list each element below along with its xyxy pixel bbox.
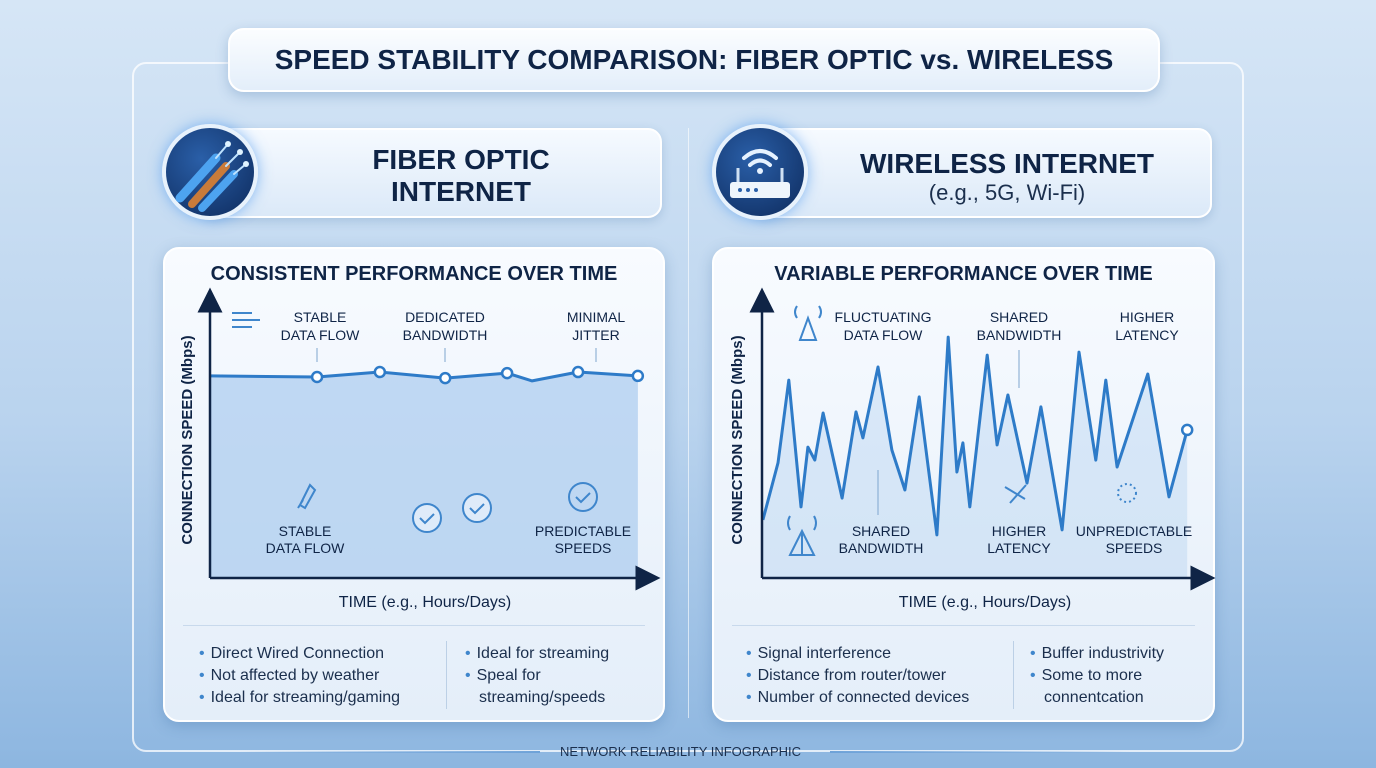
divider [183, 625, 645, 626]
bullet: Buffer industrivity [1030, 643, 1164, 665]
bullet: Not affected by weather [199, 665, 400, 687]
bullet-cont: connentcation [1044, 689, 1144, 706]
annotation: SHARED [990, 309, 1048, 325]
annotation: MINIMAL [567, 309, 626, 325]
data-point [373, 365, 387, 379]
fiber-title-1: FIBER OPTIC [372, 144, 550, 175]
annotation: JITTER [572, 327, 619, 343]
annotation: FLUCTUATING [835, 309, 932, 325]
wireless-bullets-right: Buffer industrivity Some to more connent… [1030, 643, 1164, 709]
annotation: DATA FLOW [844, 327, 924, 343]
bullet: Signal interference [746, 643, 969, 665]
x-axis-label: TIME (e.g., Hours/Days) [339, 594, 511, 611]
fiber-chart-title: CONSISTENT PERFORMANCE OVER TIME [210, 263, 618, 285]
fiber-bullets-right: Ideal for streaming Speal for streaming/… [465, 643, 610, 709]
bullet-cont: streaming/speeds [479, 689, 606, 706]
bullet: Ideal for streaming/gaming [199, 687, 400, 709]
annotation: SHARED [852, 523, 910, 539]
data-flow-icon [232, 312, 260, 328]
footer-line [830, 751, 1130, 753]
area-fill [762, 337, 1188, 577]
annotation: HIGHER [1120, 309, 1174, 325]
y-axis-label: CONNECTION SPEED (Mbps) [179, 335, 196, 544]
y-axis-label: CONNECTION SPEED (Mbps) [729, 335, 746, 544]
series-line [209, 370, 638, 383]
fiber-bullets-left: Direct Wired Connection Not affected by … [199, 643, 400, 709]
annotation: LATENCY [1115, 327, 1179, 343]
check-icon [462, 493, 492, 523]
wireless-chart [749, 287, 1216, 591]
annotation: DATA FLOW [281, 327, 361, 343]
x-axis-label: TIME (e.g., Hours/Days) [899, 594, 1071, 611]
check-icon-mark [419, 513, 435, 525]
annotation: SPEEDS [1106, 540, 1163, 556]
data-point [1180, 423, 1194, 437]
fiber-title-2: INTERNET [391, 176, 531, 207]
annotation: DEDICATED [405, 309, 485, 325]
wireless-chart-title: VARIABLE PERFORMANCE OVER TIME [774, 263, 1153, 285]
annotation: HIGHER [992, 523, 1046, 539]
annotation: UNPREDICTABLE [1076, 523, 1192, 539]
divider [732, 625, 1195, 626]
annotation: BANDWIDTH [403, 327, 488, 343]
divider [446, 641, 447, 709]
clock-icon [1117, 483, 1137, 503]
annotation: PREDICTABLE [535, 523, 631, 539]
center-divider [688, 128, 689, 718]
check-icon [412, 503, 442, 533]
page-title: SPEED STABILITY COMPARISON: FIBER OPTIC … [228, 28, 1160, 92]
bullet: Direct Wired Connection [199, 643, 400, 665]
wireless-bullets-left: Signal interference Distance from router… [746, 643, 970, 709]
signal-tower-icon [794, 305, 822, 341]
annotation: BANDWIDTH [977, 327, 1062, 343]
data-point [310, 370, 324, 384]
signal-tower-icon [787, 515, 817, 556]
wireless-subtitle: (e.g., 5G, Wi-Fi) [928, 180, 1086, 205]
latency-icon [1004, 484, 1027, 504]
router-wifi-icon [712, 124, 808, 220]
wireless-header: WIRELESS INTERNET (e.g., 5G, Wi-Fi) [752, 128, 1212, 218]
divider [1013, 641, 1014, 709]
data-point [438, 371, 452, 385]
fiber-cable-icon [162, 124, 258, 220]
check-icon [568, 482, 598, 512]
check-icon-mark [575, 492, 591, 504]
fiber-chart [197, 287, 661, 591]
data-point [571, 365, 585, 379]
bullet: Distance from router/tower [746, 665, 969, 687]
data-point [631, 369, 645, 383]
fiber-header: FIBER OPTIC INTERNET [200, 128, 662, 218]
annotation: STABLE [279, 523, 332, 539]
annotation: SPEEDS [555, 540, 612, 556]
annotation: STABLE [294, 309, 347, 325]
wireless-title: WIRELESS INTERNET [859, 148, 1154, 179]
footer-line [240, 751, 540, 753]
check-icon-mark [469, 503, 485, 515]
bullet: Some to more [1030, 665, 1164, 687]
series-line [761, 335, 1189, 537]
annotation: LATENCY [987, 540, 1051, 556]
footer-text: NETWORK RELIABILITY INFOGRAPHIC [560, 744, 802, 759]
area-fill [210, 372, 638, 577]
bullet: Number of connected devices [746, 687, 970, 709]
annotation: BANDWIDTH [839, 540, 924, 556]
bullet: Speal for [465, 665, 609, 687]
rocket-icon [297, 483, 317, 510]
annotation: DATA FLOW [266, 540, 346, 556]
bullet: Ideal for streaming [465, 643, 610, 665]
data-point [500, 366, 514, 380]
